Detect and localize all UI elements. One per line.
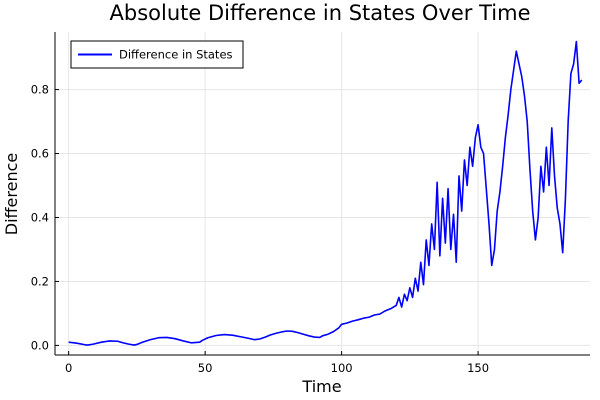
x-tick-label-2: 100 <box>331 361 353 375</box>
y-tick-label-2: 0.4 <box>31 210 49 224</box>
x-tick-label-1: 50 <box>198 361 213 375</box>
x-tick-label-3: 150 <box>467 361 489 375</box>
y-tick-label-4: 0.8 <box>31 83 49 97</box>
legend: Difference in States <box>70 40 244 69</box>
axes <box>54 32 590 356</box>
x-axis-label: Time <box>301 377 341 396</box>
y-tick-label-3: 0.6 <box>31 147 49 161</box>
y-axis-label: Difference <box>2 153 21 235</box>
chart-title: Absolute Difference in States Over Time <box>110 1 531 25</box>
x-tick-label-0: 0 <box>65 361 72 375</box>
series-line-0 <box>68 40 583 346</box>
y-ticks: 0.0 0.2 0.4 0.6 0.8 <box>31 83 59 352</box>
grid <box>55 32 590 355</box>
x-ticks: 0 50 100 150 <box>65 351 489 375</box>
legend-label: Difference in States <box>119 48 233 62</box>
y-tick-label-0: 0.0 <box>31 338 49 352</box>
series-group <box>68 40 583 346</box>
y-tick-label-1: 0.2 <box>31 274 49 288</box>
